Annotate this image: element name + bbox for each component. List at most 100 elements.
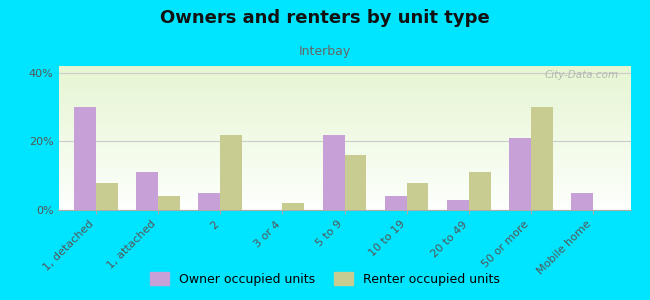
- Bar: [58, 100, 630, 102]
- Bar: [58, 148, 630, 149]
- Bar: [58, 109, 630, 111]
- Text: Owners and renters by unit type: Owners and renters by unit type: [160, 9, 490, 27]
- Bar: [58, 142, 630, 144]
- Bar: [58, 164, 630, 165]
- Bar: [58, 92, 630, 93]
- Bar: [58, 194, 630, 196]
- Bar: [58, 76, 630, 77]
- Bar: [323, 135, 345, 210]
- Bar: [58, 113, 630, 115]
- Bar: [58, 183, 630, 184]
- Bar: [58, 83, 630, 85]
- Bar: [58, 135, 630, 136]
- Bar: [58, 170, 630, 171]
- Bar: [74, 107, 96, 210]
- Bar: [469, 172, 491, 210]
- Bar: [58, 70, 630, 72]
- Bar: [58, 111, 630, 112]
- Bar: [58, 176, 630, 177]
- Bar: [509, 138, 531, 210]
- Bar: [58, 119, 630, 121]
- Bar: [58, 79, 630, 80]
- Text: City-Data.com: City-Data.com: [545, 70, 619, 80]
- Bar: [58, 134, 630, 135]
- Bar: [58, 208, 630, 210]
- Bar: [58, 149, 630, 151]
- Bar: [58, 155, 630, 157]
- Bar: [447, 200, 469, 210]
- Bar: [58, 127, 630, 128]
- Bar: [58, 136, 630, 138]
- Bar: [58, 116, 630, 118]
- Bar: [58, 172, 630, 174]
- Bar: [58, 72, 630, 73]
- Bar: [58, 88, 630, 89]
- Bar: [58, 129, 630, 131]
- Bar: [58, 167, 630, 168]
- Bar: [58, 140, 630, 141]
- Bar: [58, 118, 630, 119]
- Bar: [58, 188, 630, 190]
- Bar: [58, 147, 630, 148]
- Bar: [58, 93, 630, 95]
- Bar: [344, 155, 366, 210]
- Bar: [58, 85, 630, 86]
- Bar: [58, 91, 630, 92]
- Bar: [58, 112, 630, 113]
- Bar: [58, 95, 630, 96]
- Bar: [220, 135, 242, 210]
- Bar: [58, 196, 630, 197]
- Bar: [58, 207, 630, 208]
- Bar: [385, 196, 407, 210]
- Bar: [58, 75, 630, 76]
- Legend: Owner occupied units, Renter occupied units: Owner occupied units, Renter occupied un…: [146, 267, 504, 291]
- Bar: [58, 178, 630, 180]
- Bar: [58, 163, 630, 164]
- Bar: [58, 141, 630, 142]
- Bar: [58, 181, 630, 183]
- Bar: [58, 203, 630, 204]
- Bar: [58, 161, 630, 163]
- Bar: [58, 77, 630, 79]
- Bar: [58, 124, 630, 125]
- Bar: [58, 154, 630, 155]
- Bar: [58, 193, 630, 194]
- Bar: [58, 177, 630, 178]
- Bar: [58, 145, 630, 147]
- Bar: [158, 196, 180, 210]
- Bar: [58, 191, 630, 193]
- Bar: [58, 66, 630, 68]
- Bar: [58, 144, 630, 145]
- Bar: [58, 108, 630, 109]
- Bar: [58, 99, 630, 100]
- Bar: [58, 138, 630, 140]
- Bar: [58, 197, 630, 199]
- Bar: [58, 206, 630, 207]
- Text: Interbay: Interbay: [299, 45, 351, 58]
- Bar: [58, 171, 630, 172]
- Bar: [58, 82, 630, 83]
- Bar: [58, 165, 630, 167]
- Bar: [58, 69, 630, 70]
- Bar: [531, 107, 552, 210]
- Bar: [58, 125, 630, 127]
- Bar: [58, 204, 630, 206]
- Bar: [58, 80, 630, 82]
- Bar: [58, 168, 630, 170]
- Bar: [58, 157, 630, 158]
- Bar: [571, 193, 593, 210]
- Bar: [58, 103, 630, 105]
- Bar: [58, 158, 630, 160]
- Bar: [58, 73, 630, 75]
- Bar: [58, 105, 630, 106]
- Bar: [58, 160, 630, 161]
- Bar: [58, 128, 630, 129]
- Bar: [58, 122, 630, 124]
- Bar: [58, 190, 630, 191]
- Bar: [96, 183, 118, 210]
- Bar: [58, 199, 630, 200]
- Bar: [58, 185, 630, 187]
- Bar: [58, 152, 630, 154]
- Bar: [58, 115, 630, 116]
- Bar: [58, 180, 630, 181]
